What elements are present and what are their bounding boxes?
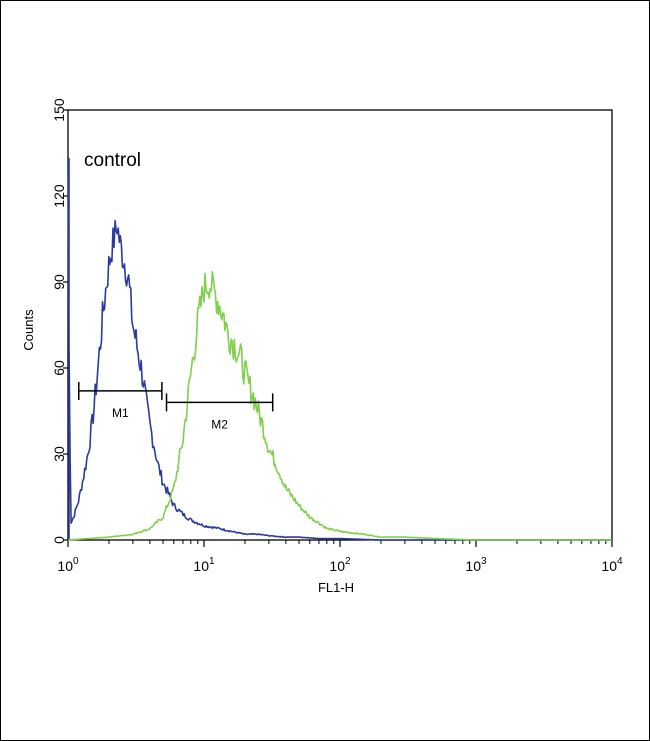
- y-tick-label: 120: [51, 184, 67, 208]
- marker-layer: M1 M2: [78, 381, 274, 431]
- marker-m1: M1: [78, 381, 163, 420]
- x-tick-label: 104: [601, 556, 623, 574]
- y-tick-label: 150: [51, 98, 67, 122]
- marker-label-m1: M1: [112, 406, 129, 420]
- y-tick-label: 30: [51, 446, 67, 462]
- annotation-control: control: [84, 150, 141, 171]
- plot-area: [67, 109, 613, 541]
- y-axis-label: Counts: [21, 309, 36, 351]
- x-tick-label: 101: [193, 556, 215, 574]
- series-layer: [67, 157, 612, 541]
- x-axis-label: FL1-H: [318, 580, 354, 595]
- x-tick-label: 102: [329, 556, 351, 574]
- marker-label-m2: M2: [211, 417, 228, 431]
- y-tick-label: 60: [51, 360, 67, 376]
- y-axis-ticks: 0 30 60 90 120 150: [51, 98, 68, 544]
- x-tick-label: 100: [57, 556, 79, 574]
- y-tick-label: 0: [51, 536, 67, 544]
- marker-m2: M2: [165, 393, 274, 431]
- y-tick-label: 90: [51, 274, 67, 290]
- x-tick-label: 103: [465, 556, 487, 574]
- series-2-line: [67, 270, 612, 541]
- x-axis-ticks: 100 101 102 103 104: [57, 540, 623, 574]
